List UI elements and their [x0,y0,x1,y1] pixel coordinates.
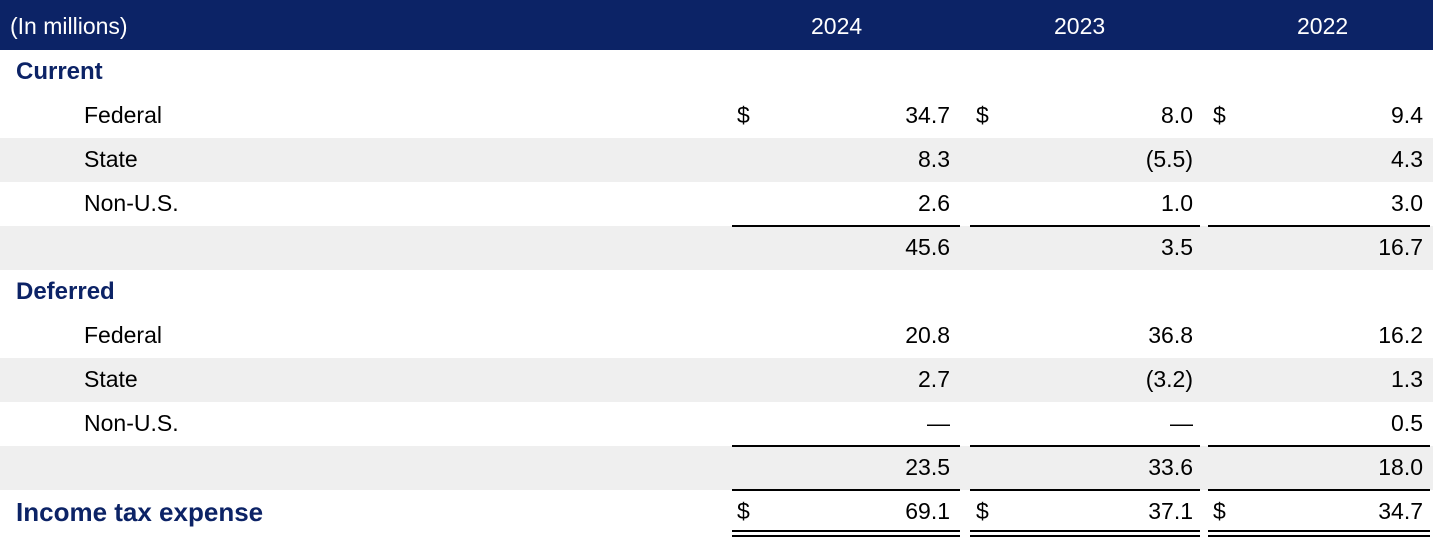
subtotal-rule [732,225,960,227]
year-2023-header: 2023 [1054,13,1106,39]
income-tax-expense-row: Income tax expense 69.1 $37.1 $34.7 $ [0,490,1433,534]
value-cell: 2.6 [918,190,950,216]
total-double-rule [1208,530,1430,537]
currency-symbol: $ [1213,102,1226,128]
subtotal-rule [1208,445,1430,447]
value-cell: 16.2 [1378,322,1423,348]
currency-symbol: $ [1213,498,1226,524]
value-cell: 3.0 [1391,190,1423,216]
subtotal-rule [970,445,1200,447]
deferred-state-row: State 2.7 (3.2) 1.3 [0,358,1433,402]
value-cell: 23.5 [905,454,950,480]
table-header: (In millions) 2024 2023 2022 [0,0,1433,50]
currency-symbol: $ [737,102,750,128]
year-2024-header: 2024 [811,13,863,39]
row-label: State [84,366,138,392]
unit-label: (In millions) [10,13,128,39]
value-cell: 8.0 [1161,102,1193,128]
value-cell: (3.2) [1145,366,1193,392]
value-cell: 8.3 [918,146,950,172]
current-subtotal-row: 45.6 3.5 16.7 [0,226,1433,270]
value-cell: 0.5 [1391,410,1423,436]
value-cell: 37.1 [1148,498,1193,524]
deferred-subtotal-row: 23.5 33.6 18.0 [0,446,1433,490]
deferred-section: Deferred [0,270,1433,314]
value-cell: 18.0 [1378,454,1423,480]
value-cell: 9.4 [1391,102,1423,128]
total-top-rule [1208,489,1430,491]
value-cell: 3.5 [1161,234,1193,260]
current-state-row: State 8.3 (5.5) 4.3 [0,138,1433,182]
value-cell: 2.7 [918,366,950,392]
value-cell: 16.7 [1378,234,1423,260]
total-double-rule [970,530,1200,537]
value-cell: 4.3 [1391,146,1423,172]
value-cell: 34.7 [905,102,950,128]
value-cell: 1.0 [1161,190,1193,216]
total-top-rule [732,489,960,491]
row-label: Non-U.S. [84,410,179,436]
row-label: Federal [84,322,162,348]
year-2022-header: 2022 [1297,13,1349,39]
row-label: Non-U.S. [84,190,179,216]
value-cell: 1.3 [1391,366,1423,392]
row-label: State [84,146,138,172]
currency-symbol: $ [976,102,989,128]
subtotal-rule [1208,225,1430,227]
current-federal-row: Federal 34.7 $8.0 $9.4 $ [0,94,1433,138]
value-cell: (5.5) [1145,146,1193,172]
value-cell: 33.6 [1148,454,1193,480]
subtotal-rule [970,225,1200,227]
value-cell: 45.6 [905,234,950,260]
currency-symbol: $ [737,498,750,524]
current-section: Current [0,50,1433,94]
subtotal-rule [732,445,960,447]
value-cell: 69.1 [905,498,950,524]
value-cell: — [927,410,950,436]
deferred-nonus-row: Non-U.S. — — 0.5 [0,402,1433,446]
total-double-rule [732,530,960,537]
row-label: Current [16,58,103,85]
value-cell: 34.7 [1378,498,1423,524]
currency-symbol: $ [976,498,989,524]
value-cell: — [1170,410,1193,436]
value-cell: 20.8 [905,322,950,348]
current-nonus-row: Non-U.S. 2.6 1.0 3.0 [0,182,1433,226]
total-top-rule [970,489,1200,491]
row-label: Federal [84,102,162,128]
value-cell: 36.8 [1148,322,1193,348]
row-label: Deferred [16,278,115,305]
deferred-federal-row: Federal 20.8 36.8 16.2 [0,314,1433,358]
row-label: Income tax expense [16,497,264,527]
